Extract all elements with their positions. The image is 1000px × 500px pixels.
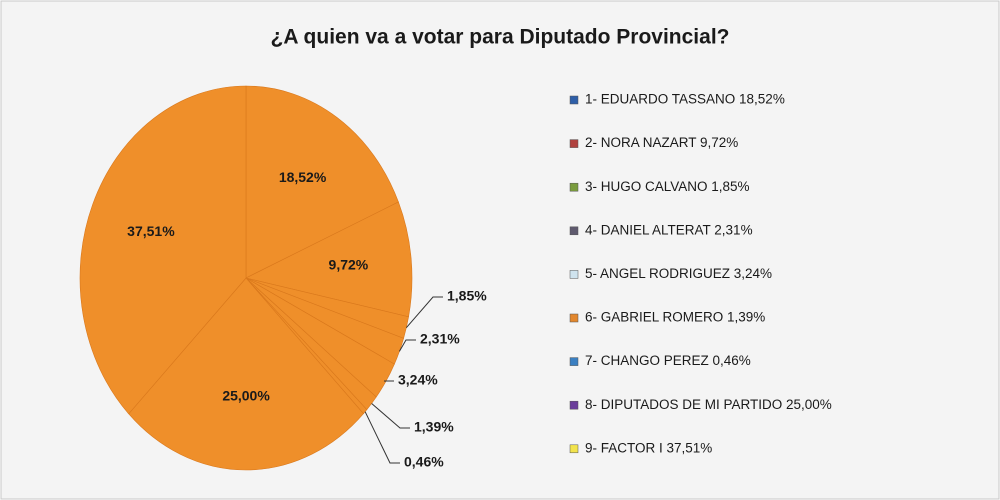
- legend-marker: [569, 313, 579, 323]
- pie-slice: [245, 85, 399, 279]
- legend-marker: [569, 270, 579, 279]
- legend-label: 1- EDUARDO TASSANO 18,52%: [585, 92, 785, 107]
- data-label: 2,31%: [420, 331, 460, 347]
- pie-slice: [79, 85, 247, 415]
- legend-marker: [569, 139, 579, 148]
- leader-line: [398, 339, 416, 352]
- data-label: 0,46%: [404, 454, 444, 470]
- data-label: 1,85%: [447, 288, 487, 304]
- data-label: 3,24%: [398, 372, 438, 388]
- leader-line: [364, 411, 400, 464]
- legend-label: 4- DANIEL ALTERAT 2,31%: [585, 222, 753, 237]
- leader-line: [371, 403, 410, 429]
- data-label: 37,51%: [127, 223, 175, 239]
- pie-slice: [128, 277, 364, 471]
- legend-label: 7- CHANGO PEREZ 0,46%: [585, 353, 751, 368]
- legend-marker: [569, 95, 579, 105]
- legend-label: 5- ANGEL RODRIGUEZ 3,24%: [585, 266, 772, 281]
- legend-marker: [569, 357, 579, 366]
- legend-marker: [569, 444, 579, 454]
- legend-marker: [569, 226, 579, 236]
- legend-marker: [569, 182, 579, 192]
- legend-label: 8- DIPUTADOS DE MI PARTIDO 25,00%: [585, 397, 832, 412]
- pie-slice: [245, 201, 413, 318]
- legend-label: 3- HUGO CALVANO 1,85%: [585, 179, 750, 194]
- data-label: 9,72%: [329, 257, 369, 273]
- data-label: 1,39%: [414, 419, 454, 435]
- leader-line: [405, 296, 443, 329]
- chart-title: ¿A quien va a votar para Diputado Provin…: [271, 26, 730, 49]
- data-label: 18,52%: [279, 169, 327, 185]
- legend-label: 6- GABRIEL ROMERO 1,39%: [585, 310, 765, 325]
- legend-label: 9- FACTOR I 37,51%: [585, 440, 712, 455]
- legend-label: 2- NORA NAZART 9,72%: [585, 135, 738, 150]
- data-label: 25,00%: [222, 388, 270, 404]
- legend-marker: [569, 400, 579, 410]
